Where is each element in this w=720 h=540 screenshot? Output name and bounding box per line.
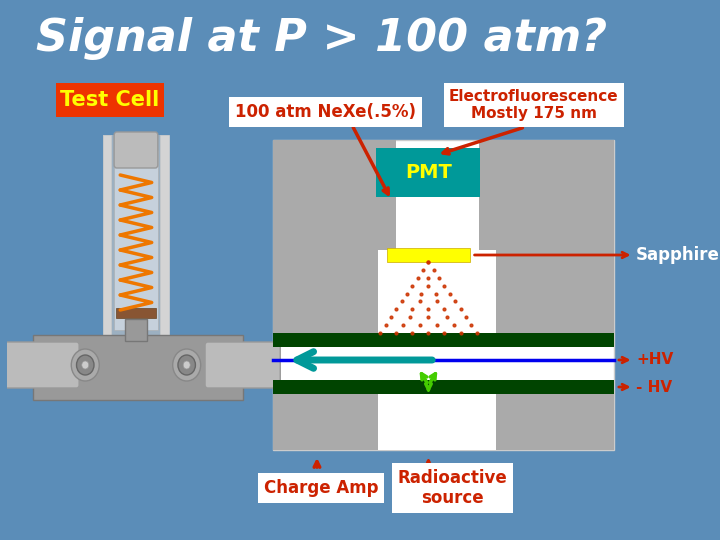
FancyBboxPatch shape: [205, 342, 280, 388]
Bar: [378, 385, 496, 450]
FancyBboxPatch shape: [125, 319, 148, 341]
Text: Sapphire: Sapphire: [636, 246, 720, 264]
FancyBboxPatch shape: [55, 83, 164, 117]
Text: 100 atm NeXe(.5%): 100 atm NeXe(.5%): [235, 103, 416, 121]
Circle shape: [183, 361, 190, 369]
Bar: [274, 250, 378, 335]
Circle shape: [71, 349, 99, 381]
FancyBboxPatch shape: [33, 335, 243, 400]
Bar: [274, 385, 614, 450]
Bar: [496, 250, 614, 335]
Bar: [274, 140, 396, 250]
Text: Charge Amp: Charge Amp: [264, 479, 379, 497]
FancyBboxPatch shape: [4, 342, 79, 388]
Bar: [479, 140, 614, 250]
FancyBboxPatch shape: [114, 132, 158, 168]
Bar: [161, 135, 169, 345]
Bar: [116, 308, 156, 318]
Text: +HV: +HV: [636, 353, 673, 368]
Text: Electrofluorescence
Mostly 175 nm: Electrofluorescence Mostly 175 nm: [449, 89, 618, 121]
Bar: [387, 248, 470, 262]
Text: Signal at P > 100 atm?: Signal at P > 100 atm?: [36, 17, 607, 59]
Circle shape: [82, 361, 89, 369]
Text: Radioactive
source: Radioactive source: [397, 469, 508, 508]
Circle shape: [76, 355, 94, 375]
Bar: [103, 135, 112, 345]
Circle shape: [173, 349, 201, 381]
Bar: [103, 135, 169, 345]
Circle shape: [178, 355, 195, 375]
Bar: [274, 140, 614, 450]
Bar: [274, 333, 614, 347]
Text: - HV: - HV: [636, 380, 672, 395]
Bar: [114, 150, 158, 330]
Bar: [274, 380, 614, 394]
Text: Test Cell: Test Cell: [60, 90, 159, 110]
Text: PMT: PMT: [405, 163, 452, 182]
FancyBboxPatch shape: [377, 148, 480, 197]
